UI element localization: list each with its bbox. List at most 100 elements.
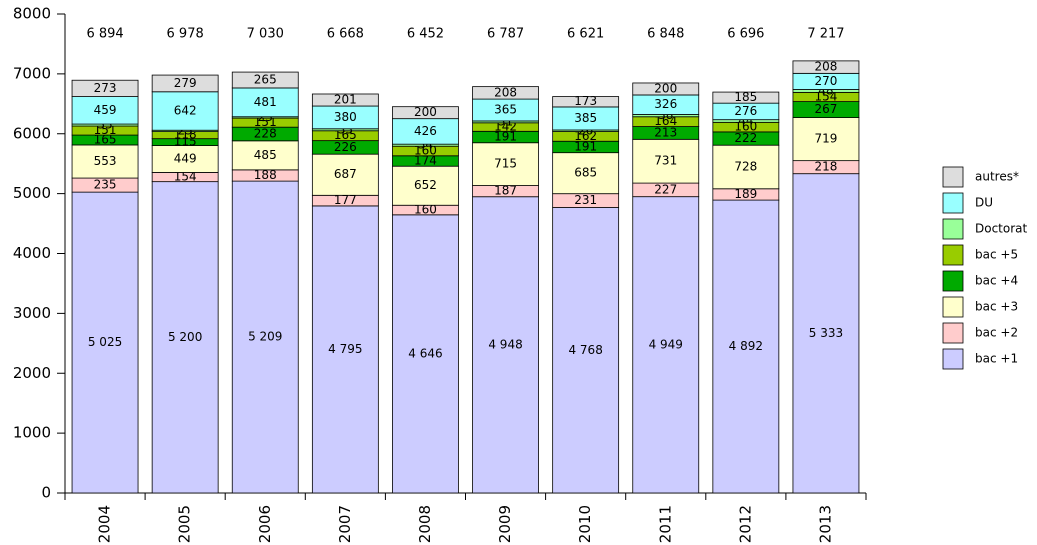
bar-segment [472, 142, 539, 186]
bar-segment [392, 214, 459, 494]
total-label: 6 978 [167, 27, 204, 42]
y-tick-label: 1000 [13, 424, 51, 442]
segment-label: 715 [494, 157, 517, 171]
segment-label: 276 [734, 104, 757, 118]
segment-label: 449 [174, 151, 197, 165]
bar-segment [311, 93, 379, 107]
legend-label: autres* [975, 170, 1019, 184]
segment-label: 160 [734, 120, 757, 134]
segment-label: 380 [334, 110, 357, 124]
y-tick-label: 6000 [13, 124, 51, 142]
segment-label: 165 [334, 128, 357, 142]
segment-label: 481 [254, 95, 277, 109]
legend-swatch [942, 296, 964, 318]
x-tick-label: 2005 [176, 505, 194, 543]
bar-segment [151, 74, 219, 93]
bar-segment [712, 144, 780, 190]
segment-label: 687 [334, 167, 357, 181]
segment-label: 235 [94, 178, 117, 192]
segment-label: 5 209 [248, 330, 282, 344]
legend-label: Doctorat [975, 222, 1028, 236]
x-tick-label: 2012 [736, 505, 754, 543]
segment-label: 177 [334, 193, 357, 207]
x-tick-label: 2007 [336, 505, 354, 543]
y-tick-label: 2000 [13, 364, 51, 382]
y-tick-label: 8000 [13, 5, 51, 23]
segment-label: 165 [94, 133, 117, 147]
segment-label: 426 [414, 124, 437, 138]
bar-segment [792, 173, 860, 494]
total-label: 6 452 [407, 27, 444, 42]
segment-label: 200 [654, 81, 677, 95]
segment-label: 164 [654, 114, 677, 128]
bar-segment [231, 180, 299, 494]
segment-label: 173 [574, 94, 597, 108]
segment-label: 185 [734, 90, 757, 104]
bar-segment [231, 87, 299, 118]
segment-label: 218 [814, 160, 837, 174]
segment-label: 154 [814, 89, 837, 103]
segment-label: 728 [734, 159, 757, 173]
legend-swatch [942, 218, 964, 240]
segment-label: 174 [414, 153, 437, 167]
bar-segment [632, 138, 700, 184]
segment-label: 188 [254, 168, 277, 182]
segment-label: 365 [494, 103, 517, 117]
segment-label: 4 892 [729, 339, 763, 353]
legend-swatch [942, 322, 964, 344]
bar-segment [472, 86, 539, 100]
total-label: 6 848 [647, 27, 684, 42]
segment-label: 5 025 [88, 335, 122, 349]
segment-label: 385 [574, 111, 597, 125]
segment-label: 642 [174, 103, 197, 117]
segment-label: 270 [814, 74, 837, 88]
legend-label: bac +3 [975, 300, 1018, 314]
bar-segment [311, 205, 379, 494]
segment-label: 160 [414, 143, 437, 157]
x-tick-label: 2010 [576, 505, 594, 543]
segment-label: 231 [574, 193, 597, 207]
segment-label: 151 [94, 123, 117, 137]
segment-label: 4 768 [568, 343, 602, 357]
bar-segment [151, 145, 219, 173]
segment-label: 226 [334, 140, 357, 154]
x-tick-label: 2006 [256, 505, 274, 543]
segment-label: 228 [254, 126, 277, 140]
legend-swatch [942, 166, 964, 188]
segment-label: 187 [494, 184, 517, 198]
segment-label: 485 [254, 148, 277, 162]
bar-segment [552, 96, 620, 108]
segment-label: 5 333 [809, 326, 843, 340]
y-tick-label: 0 [41, 484, 51, 502]
total-label: 7 030 [247, 27, 284, 42]
segment-label: 326 [654, 97, 677, 111]
total-label: 6 696 [727, 27, 764, 42]
segment-label: 191 [494, 130, 517, 144]
segment-label: 227 [654, 182, 677, 196]
legend-swatch [942, 192, 964, 214]
bar-segment [392, 118, 459, 145]
segment-label: 151 [254, 115, 277, 129]
segment-label: 154 [174, 170, 197, 184]
segment-label: 652 [414, 178, 437, 192]
legend-label: bac +2 [975, 326, 1018, 340]
bar-segment [472, 196, 539, 494]
legend-label: bac +5 [975, 248, 1018, 262]
segment-label: 5 200 [168, 330, 202, 344]
segment-label: 553 [94, 154, 117, 168]
bar-segment [71, 79, 139, 97]
y-tick-label: 7000 [13, 64, 51, 82]
y-tick-label: 4000 [13, 244, 51, 262]
segment-label: 731 [654, 154, 677, 168]
bar-segment [552, 207, 620, 494]
segment-label: 265 [254, 73, 277, 87]
legend-label: DU [975, 196, 993, 210]
bar-segment [151, 181, 219, 494]
bar-segment [71, 96, 139, 125]
total-label: 6 787 [487, 27, 524, 42]
bar-segment [71, 144, 139, 179]
bar-segment [392, 165, 459, 206]
total-label: 7 217 [807, 27, 844, 42]
total-label: 6 894 [86, 27, 123, 42]
legend-label: bac +4 [975, 274, 1018, 288]
